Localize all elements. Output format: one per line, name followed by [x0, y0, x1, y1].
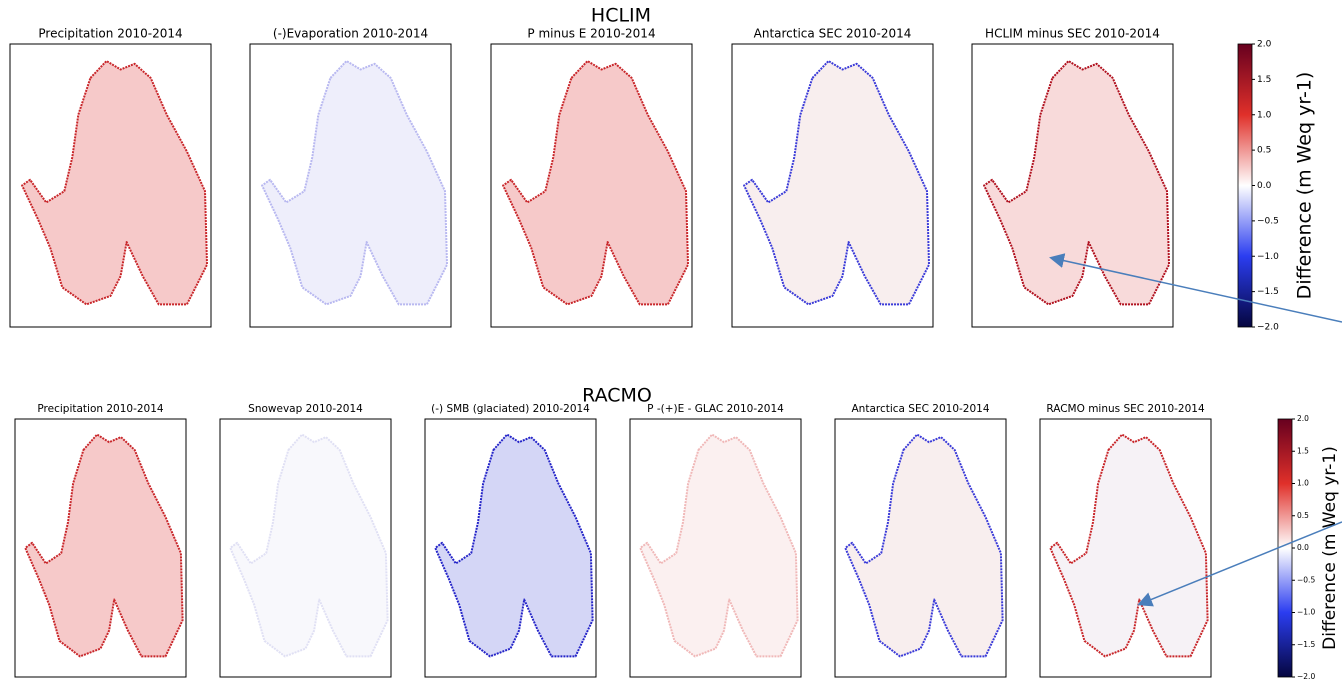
panel-title: Precipitation 2010-2014	[38, 27, 182, 41]
colorbar-tick-label: 1.0	[1297, 479, 1309, 488]
colorbar-tick-label: 1.5	[1297, 446, 1309, 455]
map-area	[844, 433, 1004, 658]
colorbar	[1277, 418, 1293, 678]
colorbar-tick-label: 0.5	[1297, 511, 1309, 520]
arrow	[1049, 253, 1342, 323]
colorbar-tick-label: −0.5	[1297, 575, 1315, 584]
map-area	[743, 60, 930, 306]
colorbar-tick-label: −2.0	[1297, 672, 1315, 680]
colorbar-tick-label: 1.0	[1257, 110, 1272, 120]
colorbar-tick-label: −0.5	[1257, 216, 1279, 226]
panel-title: HCLIM minus SEC 2010-2014	[985, 27, 1160, 41]
colorbar-tick-label: 1.5	[1257, 75, 1271, 85]
colorbar-tick-label: 2.0	[1257, 40, 1272, 50]
map-area	[502, 60, 689, 306]
panel-title: Antarctica SEC 2010-2014	[754, 27, 912, 41]
map-area	[983, 60, 1170, 306]
panel-title: (-)Evaporation 2010-2014	[273, 27, 428, 41]
colorbar-tick-label: −1.0	[1257, 252, 1279, 262]
row-title: RACMO	[582, 385, 652, 407]
colorbar	[1237, 43, 1253, 328]
colorbar-label: Difference (m Weq yr-1)	[1320, 446, 1340, 650]
colorbar-tick-label: −1.5	[1297, 640, 1315, 649]
map-area	[21, 60, 208, 306]
panel-title: (-) SMB (glaciated) 2010-2014	[431, 403, 590, 415]
row-title: HCLIM	[591, 5, 651, 27]
colorbar-tick-label: −2.0	[1257, 323, 1279, 333]
colorbar-label: Difference (m Weq yr-1)	[1294, 72, 1316, 300]
panel-title: Snowevap 2010-2014	[248, 403, 363, 415]
colorbar-tick-label: 2.0	[1297, 414, 1309, 423]
panel-title: P -(+)E - GLAC 2010-2014	[647, 403, 784, 415]
arrow	[1137, 521, 1342, 607]
panel-title: Precipitation 2010-2014	[37, 403, 164, 415]
map-area	[1049, 433, 1209, 658]
map-area	[229, 433, 389, 658]
map-area	[261, 60, 448, 306]
panel-title: RACMO minus SEC 2010-2014	[1046, 403, 1205, 415]
colorbar-tick-label: 0.0	[1257, 181, 1272, 191]
colorbar-tick-label: 0.5	[1257, 146, 1271, 156]
colorbar-tick-label: 0.0	[1297, 543, 1309, 552]
map-area	[639, 433, 799, 658]
panel-title: P minus E 2010-2014	[527, 27, 655, 41]
panel-title: Antarctica SEC 2010-2014	[851, 403, 989, 415]
colorbar-tick-label: −1.5	[1257, 287, 1279, 297]
map-area	[24, 433, 184, 658]
colorbar-tick-label: −1.0	[1297, 608, 1315, 617]
map-area	[434, 433, 594, 658]
